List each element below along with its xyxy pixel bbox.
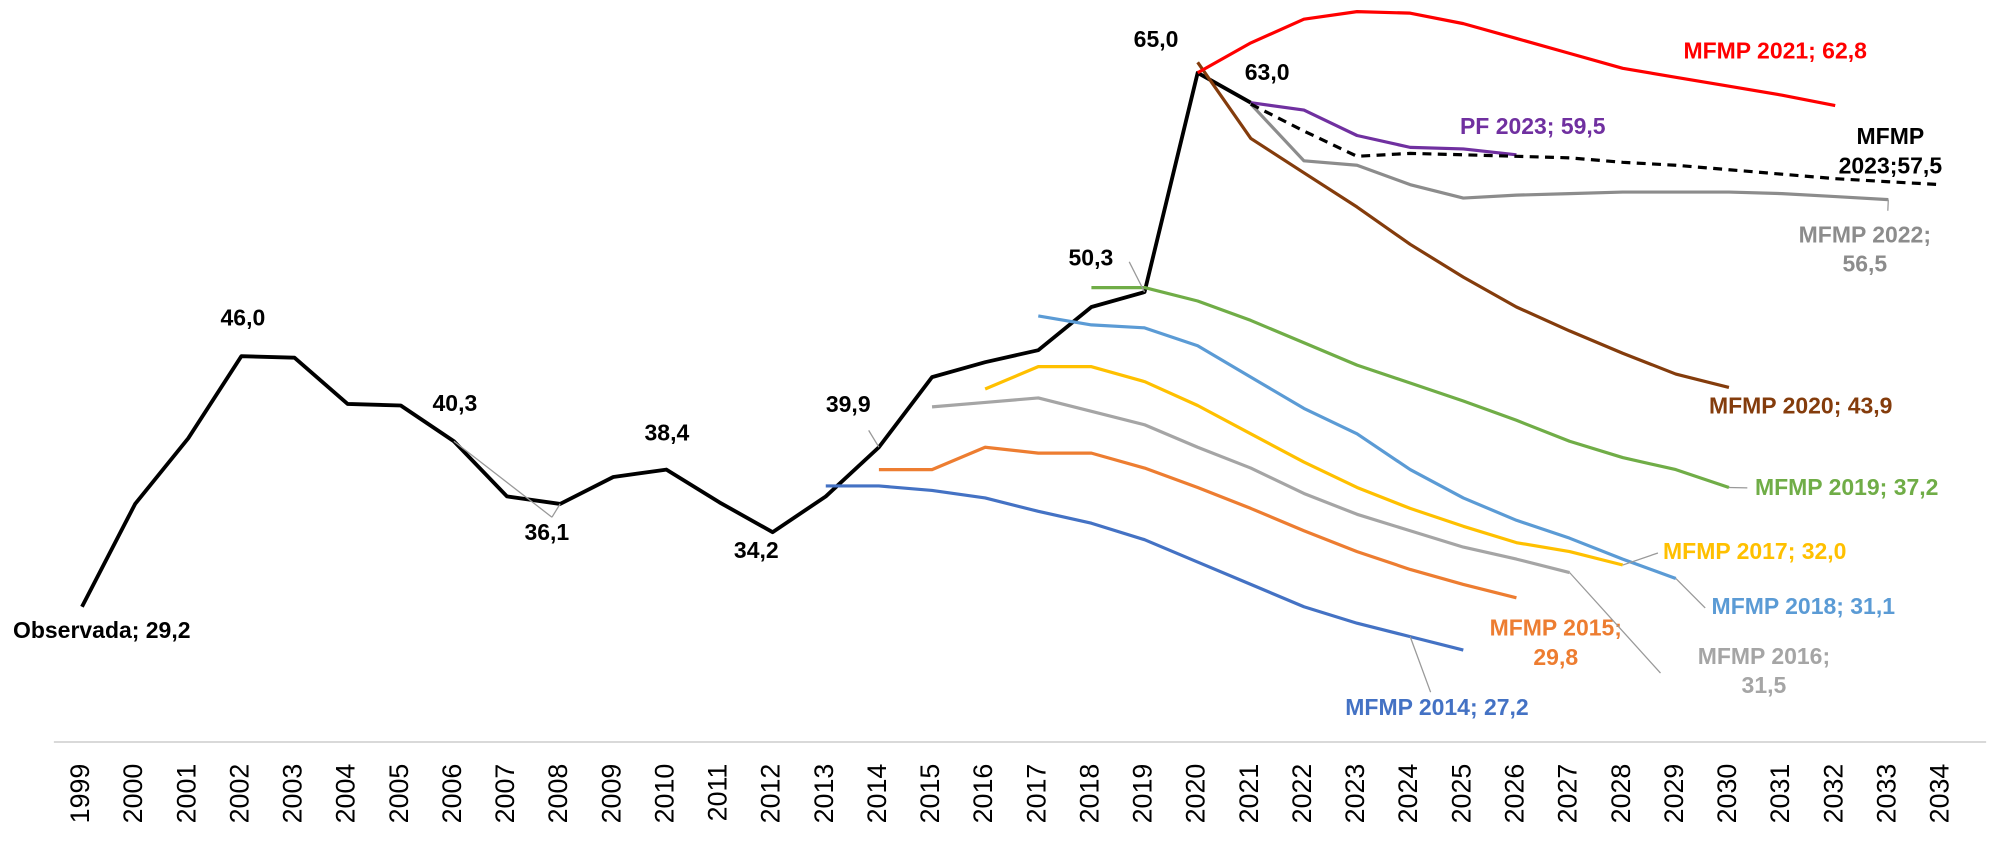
- series-label: 29,8: [1533, 644, 1578, 670]
- series-line: [1038, 314, 1677, 581]
- leader-line: [551, 503, 561, 518]
- x-tick-label: 2034: [1925, 764, 1955, 824]
- x-tick-label: 2017: [1021, 764, 1051, 824]
- x-tick-label: 2010: [649, 764, 679, 824]
- x-tick-label: 2015: [915, 764, 945, 824]
- leader-line: [868, 430, 880, 448]
- series-line: [1196, 10, 1836, 108]
- series-label: MFMP 2019; 37,2: [1755, 474, 1938, 500]
- series-label: MFMP 2015;: [1490, 615, 1622, 641]
- data-label: 46,0: [221, 304, 266, 330]
- x-tick-label: 2002: [224, 764, 254, 824]
- series-line: [80, 70, 1252, 608]
- series-label: MFMP 2016;: [1698, 643, 1830, 669]
- leader-line: [1675, 578, 1706, 609]
- series-line: [1250, 101, 1517, 157]
- data-label: 63,0: [1245, 59, 1290, 85]
- x-tick-label: 2016: [968, 764, 998, 824]
- x-tick-label: 2011: [703, 764, 733, 822]
- leader-line: [1128, 261, 1146, 293]
- series-line: [984, 365, 1624, 567]
- x-tick-label: 2031: [1765, 764, 1795, 824]
- series-label: MFMP 2018; 31,1: [1712, 593, 1896, 619]
- data-label: 65,0: [1134, 26, 1179, 52]
- x-tick-label: 2005: [384, 764, 414, 824]
- series-line: [931, 396, 1570, 575]
- x-tick-label: 2019: [1128, 764, 1158, 824]
- series-label: MFMP 2020; 43,9: [1709, 392, 1892, 418]
- leader-line: [1887, 199, 1889, 211]
- x-tick-label: 2006: [437, 764, 467, 824]
- series-line: [1196, 61, 1730, 390]
- data-label: 40,3: [433, 390, 478, 416]
- series-label: MFMP 2022;: [1799, 221, 1931, 247]
- leader-line: [1622, 552, 1659, 566]
- x-tick-label: 2000: [118, 764, 148, 824]
- x-tick-label: 2030: [1712, 764, 1742, 824]
- data-label: 39,9: [826, 391, 871, 417]
- data-label: 50,3: [1069, 244, 1114, 270]
- series-label: 2023;57,5: [1839, 152, 1943, 178]
- series-line: [825, 484, 1464, 652]
- x-tick-label: 1999: [65, 764, 95, 824]
- x-tick-label: 2033: [1871, 764, 1901, 824]
- series-label: 31,5: [1742, 672, 1787, 698]
- data-label: 36,1: [524, 519, 569, 545]
- x-tick-label: 2026: [1500, 764, 1530, 824]
- x-tick-label: 2023: [1340, 764, 1370, 824]
- series-line: [1250, 102, 1942, 187]
- x-tick-label: 2028: [1606, 764, 1636, 824]
- x-tick-label: 2007: [490, 764, 520, 824]
- series-label: 56,5: [1842, 251, 1887, 277]
- series-label: MFMP: [1857, 123, 1925, 149]
- series-label: Observada; 29,2: [13, 617, 190, 643]
- x-tick-label: 2018: [1074, 764, 1104, 824]
- x-tick-label: 2009: [596, 764, 626, 824]
- x-tick-label: 2004: [331, 764, 361, 824]
- x-tick-label: 2001: [171, 764, 201, 824]
- x-tick-label: 2014: [862, 764, 892, 824]
- x-tick-label: 2032: [1818, 764, 1848, 824]
- series-line: [1091, 286, 1730, 489]
- data-label: 34,2: [734, 537, 779, 563]
- x-tick-label: 2024: [1393, 764, 1423, 824]
- x-tick-label: 2008: [543, 764, 573, 824]
- x-tick-label: 2027: [1553, 764, 1583, 824]
- x-tick-label: 2021: [1234, 764, 1264, 824]
- x-tick-label: 2012: [756, 764, 786, 824]
- series-label: MFMP 2021; 62,8: [1683, 37, 1867, 63]
- series-label: MFMP 2014; 27,2: [1345, 694, 1528, 720]
- series-label: MFMP 2017; 32,0: [1663, 538, 1846, 564]
- data-label: 38,4: [645, 419, 690, 445]
- leader-line: [1569, 572, 1661, 674]
- x-tick-label: 2029: [1659, 764, 1689, 824]
- leader-line: [453, 440, 553, 518]
- x-tick-label: 2022: [1287, 764, 1317, 824]
- series-label: PF 2023; 59,5: [1460, 113, 1606, 139]
- x-tick-label: 2013: [809, 764, 839, 824]
- x-tick-label: 2003: [278, 764, 308, 824]
- series-line: [878, 445, 1517, 600]
- leader-line: [1409, 636, 1432, 693]
- series-line: [1249, 102, 1889, 202]
- x-tick-label: 2020: [1181, 764, 1211, 824]
- x-tick-label: 2025: [1446, 764, 1476, 824]
